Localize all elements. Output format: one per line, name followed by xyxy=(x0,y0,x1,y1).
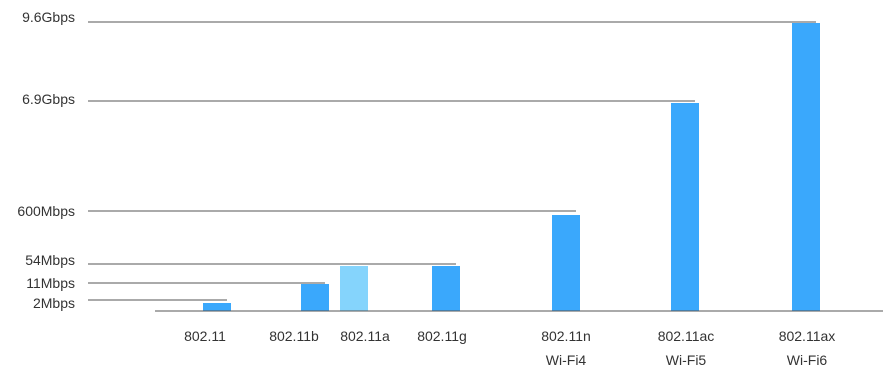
category-sublabel: Wi-Fi5 xyxy=(666,352,707,368)
category-label: 802.11 xyxy=(184,328,226,344)
category-label: 802.11b xyxy=(269,328,319,344)
bar xyxy=(792,23,820,311)
bar xyxy=(671,103,699,311)
bar xyxy=(203,303,231,311)
bar xyxy=(552,215,580,311)
bar xyxy=(432,266,460,311)
bar xyxy=(340,266,368,311)
category-label: 802.11g xyxy=(417,328,467,344)
category-sublabel: Wi-Fi4 xyxy=(546,352,587,368)
bar xyxy=(301,284,329,311)
category-label: 802.11n xyxy=(541,328,591,344)
bars xyxy=(203,23,820,311)
reference-lines xyxy=(88,21,816,301)
y-tick-label: 2Mbps xyxy=(33,295,75,311)
y-tick-label: 54Mbps xyxy=(25,252,75,268)
category-label: 802.11a xyxy=(340,328,390,344)
category-labels: 802.11 802.11b 802.11a 802.11g 802.11n Wi-Fi4… xyxy=(184,328,835,368)
category-label: 802.11ac xyxy=(658,328,715,344)
y-tick-label: 9.6Gbps xyxy=(22,9,75,25)
y-tick-labels: 2Mbps 11Mbps 54Mbps 600Mbps 6.9Gbps 9.6Gbps xyxy=(17,9,75,311)
y-tick-label: 600Mbps xyxy=(17,203,75,219)
y-tick-label: 6.9Gbps xyxy=(22,91,75,107)
category-sublabel: Wi-Fi6 xyxy=(787,352,828,368)
category-label: 802.11ax xyxy=(779,328,836,344)
y-tick-label: 11Mbps xyxy=(26,275,75,291)
